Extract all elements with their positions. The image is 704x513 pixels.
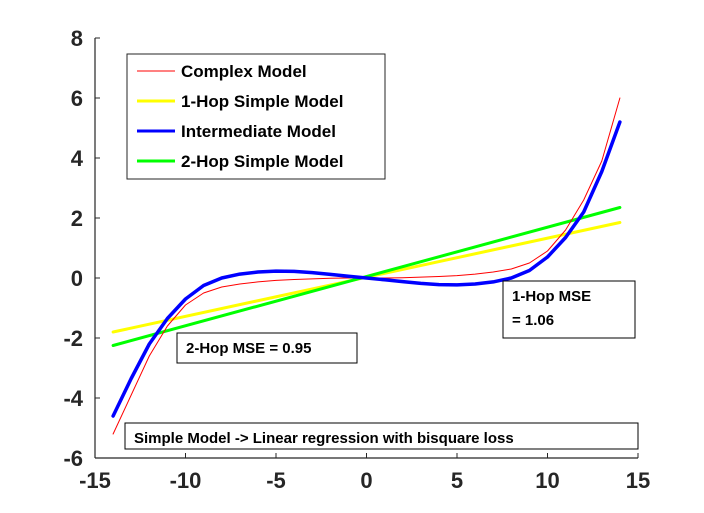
series-layer bbox=[111, 97, 622, 435]
y-tick-label: 8 bbox=[71, 26, 83, 51]
legend-label: Complex Model bbox=[181, 62, 307, 81]
axes: -15 -10 -5 0 5 10 15 -6 -4 -2 0 2 4 6 8 bbox=[63, 26, 650, 493]
x-tick-label: -15 bbox=[79, 468, 111, 493]
legend-label: Intermediate Model bbox=[181, 122, 336, 141]
annotation-frame bbox=[502, 280, 636, 339]
x-tick-label: 0 bbox=[360, 468, 372, 493]
annotation-box: 1-Hop MSE = 1.06 bbox=[502, 280, 636, 339]
annotation-frame bbox=[124, 422, 639, 450]
x-tick-label: 5 bbox=[451, 468, 463, 493]
annotation-text: = 1.06 bbox=[512, 312, 554, 329]
annotations: 2-Hop MSE = 0.95 1-Hop MSE = 1.06 Simple Mo… bbox=[124, 280, 639, 450]
y-tick-label: -4 bbox=[63, 386, 83, 411]
x-tick-label: -5 bbox=[266, 468, 286, 493]
y-tick-label: 2 bbox=[71, 206, 83, 231]
legend: Complex Model 1-Hop Simple Model Intermedi… bbox=[126, 53, 386, 180]
legend-label: 2-Hop Simple Model bbox=[181, 152, 343, 171]
y-tick-label: -2 bbox=[63, 326, 83, 351]
y-tick-label: 0 bbox=[71, 266, 83, 291]
annotation-text: Simple Model -> Linear regression with b… bbox=[134, 430, 514, 447]
annotation-text: 2-Hop MSE = 0.95 bbox=[186, 340, 311, 357]
annotation-text: 1-Hop MSE bbox=[512, 288, 591, 305]
annotation-box: Simple Model -> Linear regression with b… bbox=[124, 422, 639, 450]
x-tick-label: 15 bbox=[626, 468, 650, 493]
annotation-box: 2-Hop MSE = 0.95 bbox=[176, 332, 358, 364]
y-tick-label: 4 bbox=[71, 146, 84, 171]
x-tick-label: 10 bbox=[535, 468, 559, 493]
annotation-frame bbox=[176, 332, 358, 364]
x-tick-label: -10 bbox=[170, 468, 202, 493]
y-tick-label: 6 bbox=[71, 86, 83, 111]
legend-label: 1-Hop Simple Model bbox=[181, 92, 343, 111]
legend-frame bbox=[126, 53, 386, 180]
y-tick-label: -6 bbox=[63, 446, 83, 471]
series-line bbox=[111, 120, 622, 418]
